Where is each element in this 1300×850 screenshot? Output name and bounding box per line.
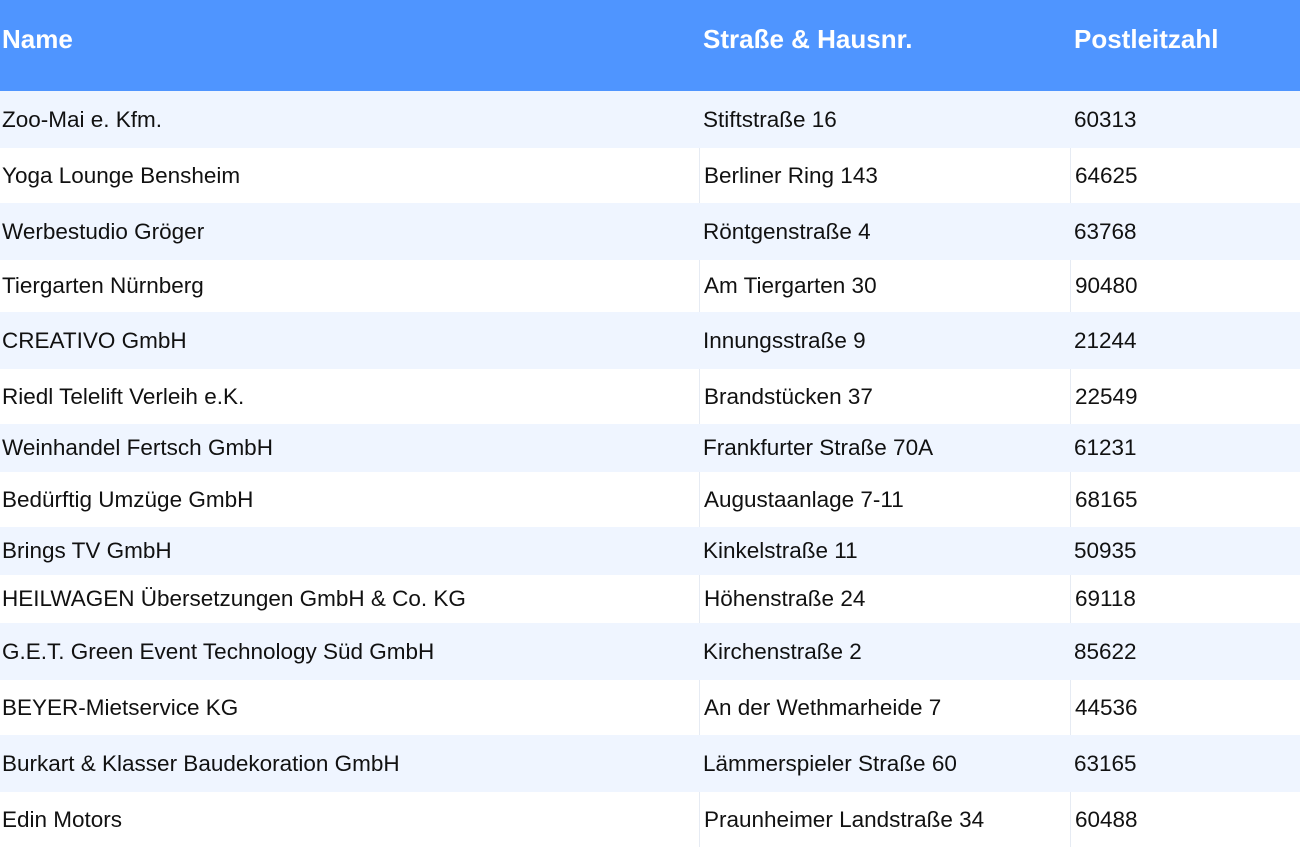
postcode-cell: 90480 [1070, 260, 1300, 312]
table-row[interactable]: Brings TV GmbH Kinkelstraße 11 50935 [0, 527, 1300, 575]
table-row[interactable]: Edin Motors Praunheimer Landstraße 34 6048… [0, 792, 1300, 847]
postcode-cell: 44536 [1070, 680, 1300, 735]
postcode-cell: 60313 [1074, 106, 1137, 132]
postcode-cell: 68165 [1070, 472, 1300, 527]
table-row[interactable]: BEYER-Mietservice KG An der Wethmarheide … [0, 680, 1300, 735]
street-cell: Am Tiergarten 30 [699, 260, 1070, 312]
name-cell: BEYER-Mietservice KG [2, 694, 239, 720]
name-cell: Edin Motors [2, 806, 123, 832]
street-cell: Kirchenstraße 2 [703, 638, 862, 664]
name-cell: CREATIVO GmbH [2, 327, 187, 353]
postcode-cell: 69118 [1070, 575, 1300, 623]
street-cell: Frankfurter Straße 70A [703, 435, 934, 460]
postcode-cell: 60488 [1070, 792, 1300, 847]
name-cell: Zoo-Mai e. Kfm. [2, 106, 163, 132]
street-cell: Röntgenstraße 4 [703, 218, 871, 244]
street-cell: Praunheimer Landstraße 34 [699, 792, 1070, 847]
column-header-postcode[interactable]: Postleitzahl [1074, 24, 1219, 54]
street-cell: Stiftstraße 16 [703, 106, 837, 132]
table-row[interactable]: Tiergarten Nürnberg Am Tiergarten 30 90480 [0, 260, 1300, 312]
postcode-cell: 61231 [1074, 435, 1137, 460]
street-cell: Lämmerspieler Straße 60 [703, 750, 957, 776]
postcode-cell: 63165 [1074, 750, 1137, 776]
table-row[interactable]: HEILWAGEN Übersetzungen GmbH & Co. KG Höh… [0, 575, 1300, 623]
postcode-cell: 22549 [1070, 369, 1300, 424]
postcode-cell: 64625 [1070, 148, 1300, 203]
street-cell: Kinkelstraße 11 [703, 538, 858, 563]
name-cell: Riedl Telelift Verleih e.K. [2, 383, 245, 409]
postcode-cell: 63768 [1074, 218, 1137, 244]
table-row[interactable]: G.E.T. Green Event Technology Süd GmbH Ki… [0, 623, 1300, 680]
table-row[interactable]: Burkart & Klasser Baudekoration GmbH Lämm… [0, 735, 1300, 792]
table-row[interactable]: Bedürftig Umzüge GmbH Augustaanlage 7-11 6… [0, 472, 1300, 527]
table-row[interactable]: Zoo-Mai e. Kfm. Stiftstraße 16 60313 [0, 91, 1300, 148]
name-cell: Yoga Lounge Bensheim [2, 162, 241, 188]
name-cell: HEILWAGEN Übersetzungen GmbH & Co. KG [2, 586, 466, 611]
postcode-cell: 21244 [1074, 327, 1137, 353]
name-cell: Weinhandel Fertsch GmbH [2, 435, 273, 460]
street-cell: Augustaanlage 7-11 [699, 472, 1070, 527]
postcode-cell: 85622 [1074, 638, 1137, 664]
table-row[interactable]: Weinhandel Fertsch GmbH Frankfurter Straß… [0, 424, 1300, 472]
column-header-name[interactable]: Name [2, 24, 73, 54]
street-cell: Brandstücken 37 [699, 369, 1070, 424]
column-header-street[interactable]: Straße & Hausnr. [703, 24, 913, 54]
postcode-cell: 50935 [1074, 538, 1137, 563]
name-cell: Werbestudio Gröger [2, 218, 205, 244]
street-cell: Berliner Ring 143 [699, 148, 1070, 203]
street-cell: Innungsstraße 9 [703, 327, 866, 353]
name-cell: Burkart & Klasser Baudekoration GmbH [2, 750, 400, 776]
name-cell: Bedürftig Umzüge GmbH [2, 486, 254, 512]
name-cell: G.E.T. Green Event Technology Süd GmbH [2, 638, 435, 664]
street-cell: Höhenstraße 24 [699, 575, 1070, 623]
name-cell: Brings TV GmbH [2, 538, 172, 563]
table-body: Zoo-Mai e. Kfm. Stiftstraße 16 60313 Yoga L… [0, 91, 1300, 847]
name-cell: Tiergarten Nürnberg [2, 273, 204, 298]
table-row[interactable]: Yoga Lounge Bensheim Berliner Ring 143 646… [0, 148, 1300, 203]
street-cell: An der Wethmarheide 7 [699, 680, 1070, 735]
table-row[interactable]: CREATIVO GmbH Innungsstraße 9 21244 [0, 312, 1300, 369]
table-header: Name Straße & Hausnr. Postleitzahl [0, 0, 1300, 91]
table-row[interactable]: Werbestudio Gröger Röntgenstraße 4 63768 [0, 203, 1300, 260]
table-row[interactable]: Riedl Telelift Verleih e.K. Brandstücken … [0, 369, 1300, 424]
